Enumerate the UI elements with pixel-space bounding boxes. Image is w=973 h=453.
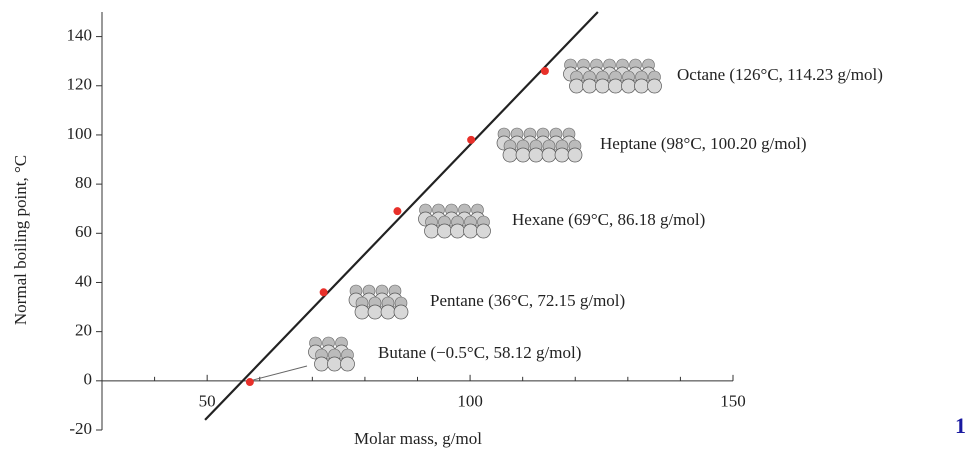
molecule-icon (309, 337, 355, 371)
atom (477, 224, 491, 238)
x-axis-label: Molar mass, g/mol (354, 429, 482, 448)
y-tick-label: 80 (75, 173, 92, 192)
molecule-icon (564, 59, 662, 93)
atom (555, 148, 569, 162)
footer-fragment: 1 (955, 413, 966, 438)
atom (368, 305, 382, 319)
point-label: Heptane (98°C, 100.20 g/mol) (600, 134, 807, 153)
point (393, 207, 401, 215)
atom (516, 148, 530, 162)
x-tick-label: 50 (199, 392, 216, 411)
atom (451, 224, 465, 238)
atom (529, 148, 543, 162)
atom (568, 148, 582, 162)
point (467, 136, 475, 144)
y-tick-label: 20 (75, 321, 92, 340)
y-tick-label: 120 (67, 75, 93, 94)
y-tick-label: 60 (75, 222, 92, 241)
atom (596, 79, 610, 93)
atom (355, 305, 369, 319)
molecule-icon (349, 285, 408, 319)
connector (253, 366, 307, 380)
y-tick-label: 100 (67, 124, 93, 143)
atom (425, 224, 439, 238)
molecule-icon (497, 128, 582, 162)
atom (438, 224, 452, 238)
x-tick-label: 150 (720, 392, 746, 411)
atom (464, 224, 478, 238)
atom (583, 79, 597, 93)
atom (381, 305, 395, 319)
point-label: Butane (−0.5°C, 58.12 g/mol) (378, 343, 581, 362)
atom (542, 148, 556, 162)
chart: Normal boiling point, °C Molar mass, g/m… (0, 0, 973, 453)
point-label: Pentane (36°C, 72.15 g/mol) (430, 291, 625, 310)
y-tick-label: 40 (75, 271, 92, 290)
atom (609, 79, 623, 93)
atom (648, 79, 662, 93)
atom (394, 305, 408, 319)
x-tick-label: 100 (457, 392, 483, 411)
point (541, 67, 549, 75)
atom (503, 148, 517, 162)
atom (341, 357, 355, 371)
y-tick-label: 0 (84, 370, 93, 389)
y-axis-label: Normal boiling point, °C (11, 155, 30, 325)
y-tick-label: 140 (67, 25, 93, 44)
atom (570, 79, 584, 93)
molecule-icon (419, 204, 491, 238)
point (246, 378, 254, 386)
point-label: Octane (126°C, 114.23 g/mol) (677, 65, 883, 84)
atom (622, 79, 636, 93)
atom (328, 357, 342, 371)
point (320, 288, 328, 296)
atom (635, 79, 649, 93)
point-label: Hexane (69°C, 86.18 g/mol) (512, 210, 705, 229)
atom (315, 357, 329, 371)
y-tick-label: -20 (69, 419, 92, 438)
